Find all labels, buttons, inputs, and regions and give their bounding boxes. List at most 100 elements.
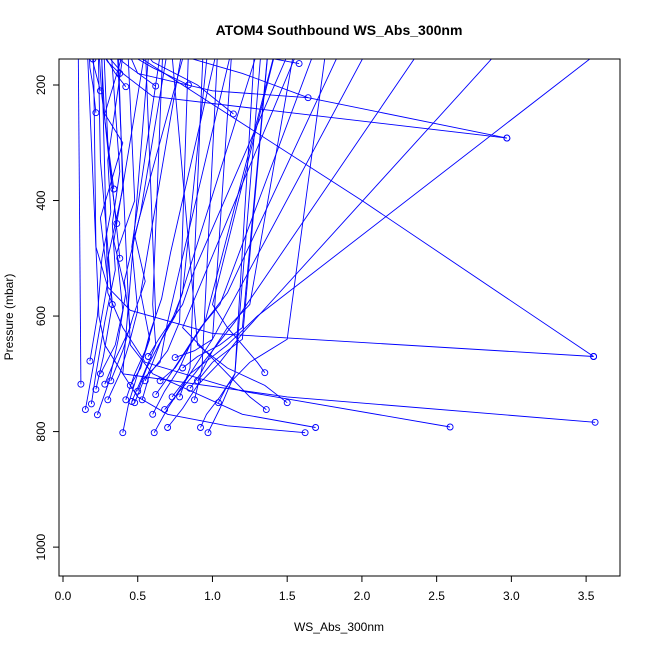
series-line-41 [101, 59, 451, 428]
data-point-43 [591, 418, 599, 426]
series-line-20 [152, 59, 274, 415]
series-line-17 [141, 59, 189, 400]
data-layer [77, 59, 599, 437]
series-line-1 [77, 59, 82, 385]
series-line-3 [89, 59, 123, 362]
data-point-17 [138, 396, 146, 404]
data-point-34 [204, 429, 212, 437]
data-point-55 [92, 109, 100, 117]
data-point-25 [164, 424, 172, 431]
y-tick-label: 600 [34, 306, 48, 326]
series-line-34 [207, 59, 261, 433]
series-line-55 [89, 59, 97, 113]
y-tick-label: 400 [34, 190, 48, 210]
x-tick-label: 0.5 [129, 589, 146, 603]
series-line-53 [105, 59, 121, 74]
x-tick-label: 2.0 [354, 589, 371, 603]
y-axis-label: Pressure (mbar) [2, 274, 16, 361]
x-axis-label: WS_Abs_300nm [294, 620, 384, 634]
data-point-27 [171, 354, 179, 362]
series-line-38 [171, 59, 288, 404]
series-line-52 [106, 59, 127, 87]
data-point-8 [101, 380, 109, 388]
series-line-43 [87, 59, 596, 423]
data-point-49 [229, 110, 237, 118]
data-point-60 [108, 301, 116, 308]
data-point-1 [77, 380, 85, 388]
series-line-60 [98, 59, 113, 305]
x-axis: 0.0 0.5 1.0 1.5 2.0 2.5 3.0 3.5 [55, 575, 595, 603]
series-line-36 [212, 59, 275, 373]
x-tick-label: 3.0 [503, 589, 520, 603]
data-point-31 [191, 396, 198, 404]
data-point-44 [590, 353, 598, 360]
series-line-29 [182, 59, 268, 369]
data-point-28 [176, 393, 184, 401]
data-point-6 [92, 385, 100, 393]
data-point-37 [262, 406, 270, 414]
series-line-24 [164, 59, 415, 410]
data-point-50 [185, 81, 192, 89]
series-line-10 [110, 59, 184, 381]
data-point-19 [144, 353, 152, 360]
series-line-8 [104, 59, 167, 385]
series-line-40 [117, 59, 316, 428]
series-line-49 [149, 59, 234, 115]
data-point-38 [283, 399, 291, 407]
series-line-7 [100, 59, 136, 375]
data-point-40 [312, 424, 320, 431]
data-point-4 [87, 400, 95, 408]
series-line-26 [171, 59, 591, 398]
series-line-39 [122, 59, 306, 434]
series-line-15 [134, 59, 230, 403]
data-point-30 [186, 384, 194, 392]
series-line-19 [147, 59, 287, 357]
x-tick-label: 2.5 [428, 589, 445, 603]
data-point-48 [295, 60, 303, 68]
data-point-7 [96, 370, 104, 378]
data-point-23 [156, 377, 164, 385]
data-point-3 [86, 357, 94, 365]
x-tick-label: 1.0 [204, 589, 221, 603]
data-point-9 [104, 396, 112, 404]
data-point-36 [261, 369, 269, 377]
series-line-16 [137, 59, 256, 392]
series-line-33 [200, 59, 255, 428]
series-line-25 [167, 59, 493, 428]
data-point-13 [126, 381, 134, 389]
data-point-56 [89, 59, 97, 63]
y-tick-label: 200 [34, 75, 48, 95]
series-line-51 [118, 59, 156, 87]
series-line-18 [144, 59, 208, 381]
data-point-18 [141, 377, 149, 385]
data-point-29 [179, 364, 187, 372]
data-point-52 [122, 83, 130, 91]
series-line-50 [136, 59, 189, 86]
series-line-4 [90, 59, 121, 404]
data-point-10 [107, 377, 115, 385]
series-line-42 [93, 59, 594, 357]
data-point-51 [152, 82, 160, 90]
data-point-41 [446, 423, 454, 431]
x-tick-label: 0.0 [55, 589, 72, 603]
y-tick-label: 800 [34, 421, 48, 441]
series-line-54 [92, 59, 101, 91]
data-point-15 [131, 399, 139, 407]
series-line-9 [107, 59, 160, 400]
series-line-59 [103, 59, 121, 259]
data-point-26 [168, 393, 176, 401]
x-tick-label: 3.5 [578, 589, 595, 603]
data-point-47 [304, 94, 312, 102]
data-point-59 [116, 254, 124, 262]
series-line-46 [130, 59, 507, 139]
series-line-47 [191, 59, 309, 99]
data-point-53 [116, 69, 124, 77]
chart-title: ATOM4 Southbound WS_Abs_300nm [216, 22, 463, 38]
data-point-11 [119, 429, 127, 437]
series-line-30 [189, 59, 293, 389]
data-point-39 [301, 429, 309, 437]
data-point-20 [149, 410, 157, 418]
data-point-33 [197, 424, 204, 431]
data-point-57 [110, 185, 118, 193]
